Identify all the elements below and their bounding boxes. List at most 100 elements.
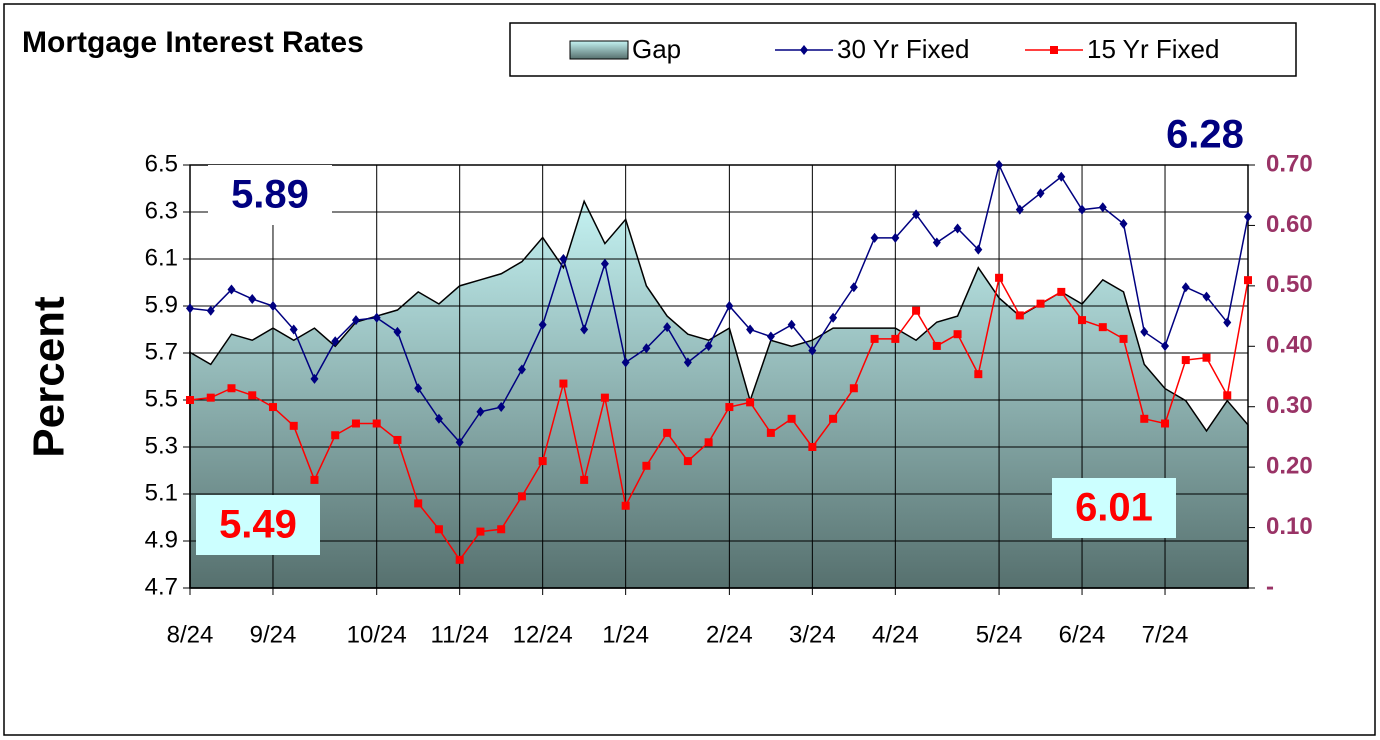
y-tick-label: 5.3 [145,432,178,459]
marker [476,406,485,417]
marker [248,391,257,400]
marker [414,499,423,508]
marker [849,384,858,393]
marker [725,301,734,311]
annotation: 5.89 [231,173,309,217]
marker [808,345,817,356]
marker [1161,340,1170,351]
marker [186,303,194,314]
marker [455,555,464,564]
marker [974,370,983,379]
marker [1140,414,1149,423]
y-tick-label: 6.5 [145,150,178,177]
marker [580,324,589,335]
annotation: 5.49 [219,503,297,547]
x-tick-label: 10/24 [347,621,407,648]
marker [1223,391,1232,400]
marker [1161,419,1170,428]
marker [186,396,194,404]
marker [1015,204,1024,215]
x-tick-label: 12/24 [513,621,573,648]
marker [476,527,485,536]
marker [932,237,941,248]
marker [829,414,838,423]
annotation-box [208,165,332,225]
marker [1181,356,1190,365]
marker [912,306,921,315]
marker [995,273,1004,282]
marker [248,293,257,304]
marker [766,428,775,437]
legend-swatch [569,40,629,60]
marker [870,334,879,343]
y-tick-label: 5.7 [145,338,178,365]
y-axis-label: Percent [25,296,74,458]
x-tick-label: 1/24 [602,621,649,648]
marker [746,398,755,407]
y-tick-label: 4.7 [145,573,178,600]
marker [725,403,734,412]
marker [497,402,506,413]
marker [974,244,983,255]
y-tick-label: 6.1 [145,244,178,271]
x-tick-label: 3/24 [789,621,836,648]
x-tick-label: 8/24 [167,621,214,648]
marker [621,357,630,368]
marker [434,525,443,534]
marker [1098,202,1107,213]
marker [912,209,921,220]
annotation-box [196,495,320,555]
marker [289,324,298,335]
x-tick-label: 7/24 [1142,621,1189,648]
y-tick-label: 5.1 [145,479,178,506]
marker [787,319,796,330]
x-tick-label: 4/24 [872,621,919,648]
marker [870,232,879,243]
marker [538,319,547,330]
marker [289,421,298,430]
marker [953,223,962,234]
marker [704,438,713,447]
marker [995,160,1004,170]
marker [663,322,672,333]
marker [414,383,423,394]
marker [829,312,838,323]
marker [372,419,381,428]
marker [1223,317,1232,328]
marker [1098,323,1107,332]
annotation-box [1052,478,1176,538]
y2-tick-label: 0.70 [1266,150,1313,177]
x-tick-label: 6/24 [1059,621,1106,648]
marker [310,373,319,384]
marker [808,443,817,451]
annotation: 6.28 [1166,113,1244,157]
y2-tick-label: 0.20 [1266,452,1313,479]
marker [351,315,360,326]
marker [891,334,900,343]
marker [1244,276,1252,285]
marker [891,232,900,243]
y2-tick-label: 0.10 [1266,513,1313,540]
marker [1119,218,1128,229]
x-tick-label: 11/24 [431,621,489,648]
marker [766,331,775,342]
marker [683,457,692,466]
marker [1202,353,1211,362]
x-tick-label: 5/24 [976,621,1023,648]
marker [268,403,277,412]
marker [497,525,506,534]
marker [1119,334,1128,343]
marker [434,413,443,424]
marker [621,501,630,510]
marker [372,312,381,323]
y-tick-label: 5.5 [145,385,178,412]
marker [1057,287,1066,296]
marker [227,384,236,393]
marker [538,457,547,466]
marker [1140,326,1149,337]
y2-tick-label: 0.50 [1266,271,1313,298]
marker [1036,188,1045,199]
marker [642,461,651,470]
marker [351,419,360,428]
marker [559,379,568,388]
